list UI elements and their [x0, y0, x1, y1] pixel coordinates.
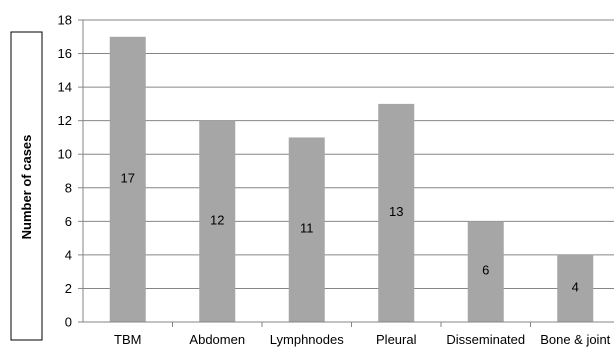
- y-tick-labels: 0 2 4 6 8 10 12 14 16 18: [58, 13, 72, 330]
- data-label: 11: [300, 221, 314, 236]
- gridlines: [83, 19, 614, 289]
- x-tick-label: TBM: [114, 332, 141, 347]
- bar-lymphnodes: [288, 137, 325, 322]
- ylabel-box: [10, 31, 43, 341]
- y-tick-label: 18: [58, 13, 72, 28]
- x-tick-label: Bone & joint: [540, 332, 610, 347]
- y-axis-label: Number of cases: [19, 135, 34, 240]
- axes: [78, 19, 614, 327]
- bar-tbm: [109, 36, 146, 323]
- y-tick-label: 12: [58, 113, 72, 128]
- data-labels: 17 12 11 13 6 4: [121, 170, 579, 294]
- y-tick-label: 10: [58, 147, 72, 162]
- bar-pleural: [378, 103, 415, 322]
- x-tick-label: Disseminated: [446, 332, 525, 347]
- y-tick-label: 2: [65, 281, 72, 296]
- y-tick-label: 16: [58, 46, 72, 61]
- y-tick-label: 14: [58, 80, 72, 95]
- data-label: 4: [572, 279, 579, 294]
- bar-disseminated: [467, 221, 504, 322]
- y-tick-label: 0: [65, 315, 72, 330]
- y-tick-label: 8: [65, 180, 72, 195]
- data-label: 6: [482, 263, 489, 278]
- x-tick-label: Lymphnodes: [270, 332, 344, 347]
- y-tick-label: 4: [65, 247, 72, 262]
- data-label: 12: [210, 212, 224, 227]
- x-tick-label: Abdomen: [189, 332, 245, 347]
- y-tick-label: 6: [65, 214, 72, 229]
- bar-abdomen: [199, 120, 236, 323]
- x-tick-label: Pleural: [376, 332, 417, 347]
- bars: [109, 36, 594, 323]
- data-label: 17: [121, 170, 135, 185]
- bar-bone-joint: [557, 254, 594, 322]
- x-tick-labels: TBM Abdomen Lymphnodes Pleural Disseminated B…: [114, 332, 611, 347]
- data-label: 13: [389, 204, 403, 219]
